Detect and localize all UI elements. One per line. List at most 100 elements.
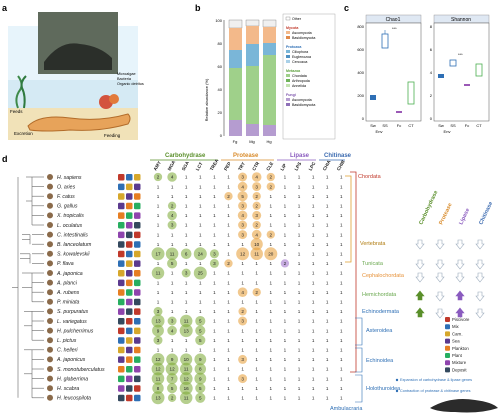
value-cell: 5 — [241, 194, 244, 199]
value-bubble — [252, 288, 261, 297]
diet-badge — [134, 375, 141, 383]
value-cell: 1 — [157, 184, 160, 189]
value-cell: 1 — [255, 338, 258, 343]
value-cell: 1 — [241, 261, 244, 266]
diet-badge — [134, 289, 141, 296]
value-cell: 1 — [255, 319, 258, 324]
value-cell: 9 — [171, 357, 174, 362]
species-name: O. aries — [57, 184, 76, 190]
value-cell: 3 — [255, 213, 258, 218]
value-cell: 1 — [227, 290, 230, 295]
seaweed-icon — [15, 75, 27, 109]
value-cell: 2 — [227, 261, 230, 266]
value-bubble — [151, 247, 165, 261]
diet-legend-swatch — [445, 360, 450, 366]
diet-badge — [126, 385, 133, 392]
down-arrow-icon — [435, 291, 445, 302]
value-cell: 1 — [312, 396, 315, 401]
d-group-protease: Protease — [233, 153, 259, 159]
value-cell: 1 — [298, 213, 301, 218]
value-bubble — [209, 249, 219, 259]
column-header: LCT — [195, 161, 204, 171]
value-bubble — [237, 181, 248, 192]
species-row: H. scabra 8 5 16 5 1 1 1 1 1 1 1 1 1 1 — [47, 381, 343, 395]
c-box — [438, 74, 444, 78]
diet-badge — [134, 231, 141, 239]
value-cell: 3 — [157, 338, 160, 343]
value-cell: 1 — [199, 309, 202, 314]
value-cell: 1 — [312, 271, 315, 276]
value-bubble — [251, 172, 262, 182]
value-cell: 1 — [227, 213, 230, 218]
organic-detritus-label: Organic detritus — [117, 82, 144, 86]
value-cell: 1 — [270, 376, 273, 381]
value-cell: 1 — [284, 300, 287, 305]
b-bar-fg — [228, 19, 243, 136]
value-cell: 1 — [270, 309, 273, 314]
d-column-headers: AMY MGA SGA LCT TREA PEP TRY CTR CLE LIP LPS LPC CHI… — [153, 158, 347, 172]
value-cell: 2 — [255, 290, 258, 295]
down-arrow-icon — [455, 259, 465, 270]
value-cell: 1 — [185, 309, 188, 314]
value-cell: 1 — [340, 175, 343, 180]
value-bubble — [179, 314, 193, 328]
value-bubble — [238, 374, 248, 384]
value-bubble — [224, 259, 233, 268]
value-cell: 1 — [213, 213, 216, 218]
down-arrow-icon — [435, 259, 445, 270]
value-cell: 2 — [255, 204, 258, 209]
clade-hemichordata: Hemichordata — [362, 292, 397, 298]
species-name: H. sapiens — [57, 175, 82, 181]
diet-badge — [134, 270, 141, 277]
diet-badge — [118, 375, 125, 383]
value-cell: 1 — [298, 242, 301, 247]
value-bubble — [195, 325, 206, 336]
diet-badge — [126, 366, 133, 373]
organism-icon — [47, 385, 53, 392]
value-cell: 1 — [213, 376, 216, 381]
value-cell: 1 — [298, 338, 301, 343]
diet-badge — [126, 222, 133, 229]
species-row: S. purpuratus 3 1 1 1 1 1 2 1 1 1 1 1 1 1 — [47, 306, 343, 316]
value-bubble — [152, 324, 164, 337]
value-cell: 1 — [227, 319, 230, 324]
value-cell: 1 — [312, 290, 315, 295]
value-cell: 1 — [298, 204, 301, 209]
value-bubble — [266, 172, 275, 182]
value-cell: 1 — [171, 271, 174, 276]
column-header: PEP — [223, 161, 232, 171]
value-cell: 1 — [227, 223, 230, 228]
value-cell: 1 — [213, 328, 216, 333]
value-cell: 1 — [171, 348, 174, 353]
value-cell: 1 — [213, 194, 216, 199]
value-cell: 1 — [227, 175, 230, 180]
organism-icon — [47, 250, 53, 257]
value-cell: 1 — [171, 290, 174, 295]
value-cell: 1 — [171, 232, 174, 237]
feeds-label: Feeds — [10, 109, 23, 114]
coral-icon — [109, 94, 119, 104]
value-cell: 1 — [241, 367, 244, 372]
value-bubble — [165, 362, 179, 376]
diet-badge — [126, 375, 133, 383]
value-cell: 1 — [255, 396, 258, 401]
value-cell: 1 — [340, 367, 343, 372]
b-legend-entry: Ascomycota — [292, 98, 312, 102]
b-tick-label: 60 — [218, 64, 223, 69]
species-name: L. pictus — [57, 338, 77, 344]
down-arrow-icon — [475, 272, 485, 283]
value-bubble — [179, 391, 193, 405]
value-cell: 1 — [213, 338, 216, 343]
diet-legend-label: Piscivore — [452, 317, 470, 322]
diet-badge — [134, 337, 141, 344]
value-cell: 1 — [255, 280, 258, 285]
value-cell: 1 — [340, 213, 343, 218]
value-cell: 12 — [155, 357, 161, 362]
value-cell: 3 — [241, 232, 244, 237]
value-cell: 1 — [298, 271, 301, 276]
down-arrow-icon — [475, 259, 485, 270]
diet-badge — [118, 337, 125, 344]
diet-legend-label: Deposit — [452, 367, 467, 372]
species-name: L. oculatus — [57, 223, 82, 229]
value-cell: 1 — [340, 348, 343, 353]
